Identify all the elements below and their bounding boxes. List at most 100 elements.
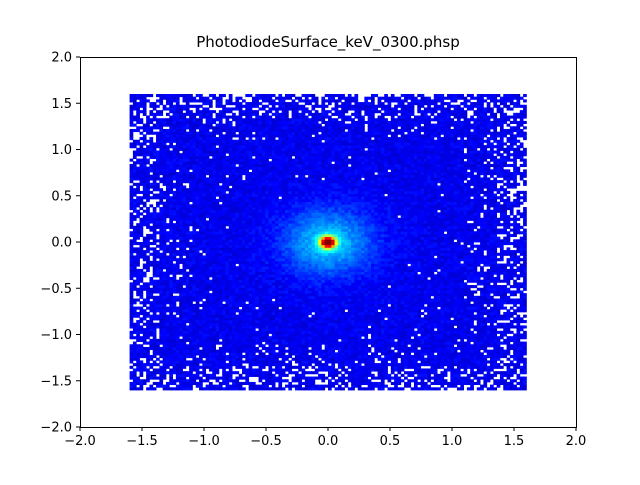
heatmap-bin [189, 285, 193, 289]
heatmap-bin [195, 209, 200, 213]
heatmap-bin [165, 112, 170, 116]
heatmap-bin [288, 301, 293, 305]
heatmap-bin [146, 255, 150, 259]
heatmap-bin [142, 220, 147, 224]
heatmap-bin [228, 128, 233, 133]
heatmap-bin [278, 215, 283, 219]
heatmap-bin [165, 209, 170, 213]
heatmap-bin [136, 349, 140, 353]
heatmap-bin [182, 287, 187, 291]
heatmap-bin [199, 180, 203, 184]
heatmap-bin [238, 185, 243, 189]
heatmap-bin [271, 188, 276, 192]
heatmap-bin [149, 295, 154, 299]
heatmap-bin [215, 118, 220, 122]
heatmap-bin [165, 293, 170, 297]
heatmap-bin [285, 290, 289, 294]
heatmap-bin [139, 96, 144, 100]
heatmap-bin [156, 196, 160, 200]
heatmap-bin [235, 104, 240, 108]
heatmap-bin [291, 112, 296, 116]
heatmap-bin [222, 177, 226, 181]
heatmap-bin [258, 207, 263, 211]
heatmap-bin [195, 344, 200, 348]
heatmap-bin [169, 387, 173, 391]
heatmap-bin [228, 268, 233, 272]
heatmap-bin [199, 163, 203, 168]
heatmap-bin [132, 207, 137, 211]
heatmap-bin [288, 303, 293, 307]
heatmap-bin [169, 225, 173, 229]
heatmap-bin [132, 236, 137, 240]
heatmap-bin [242, 376, 246, 380]
heatmap-bin [182, 293, 187, 297]
heatmap-bin [205, 153, 210, 157]
heatmap-bin [281, 134, 286, 138]
heatmap-bin [149, 112, 154, 116]
heatmap-bin [271, 158, 276, 162]
heatmap-bin [172, 126, 177, 130]
heatmap-bin [222, 169, 226, 173]
heatmap-bin [159, 258, 164, 262]
heatmap-bin [165, 344, 170, 348]
heatmap-bin [242, 231, 246, 235]
heatmap-bin [278, 207, 283, 211]
heatmap-bin [142, 153, 147, 157]
heatmap-bin [255, 311, 259, 316]
heatmap-bin [132, 118, 137, 122]
heatmap-bin [208, 163, 213, 168]
heatmap-bin [142, 311, 147, 316]
heatmap-bin [258, 371, 263, 375]
heatmap-bin [165, 163, 170, 168]
heatmap-bin [245, 158, 250, 162]
heatmap-bin [245, 115, 250, 119]
heatmap-bin [225, 282, 230, 286]
heatmap-bin [294, 258, 299, 262]
heatmap-bin [185, 215, 190, 219]
heatmap-bin [175, 287, 180, 291]
heatmap-bin [291, 333, 296, 337]
heatmap-bin [228, 330, 233, 334]
heatmap-bin [195, 161, 200, 165]
heatmap-bin [248, 298, 253, 302]
heatmap-bin [222, 365, 226, 369]
heatmap-bin [142, 204, 147, 208]
heatmap-bin [251, 217, 256, 221]
heatmap-bin [179, 110, 183, 114]
heatmap-bin [156, 252, 160, 256]
heatmap-bin [142, 365, 147, 369]
heatmap-bin [199, 266, 203, 270]
heatmap-bin [288, 328, 293, 332]
heatmap-bin [212, 360, 216, 364]
heatmap-bin [149, 102, 154, 106]
heatmap-bin [175, 212, 180, 216]
heatmap-bin [179, 373, 183, 377]
heatmap-bin [132, 368, 137, 372]
heatmap-bin [258, 185, 263, 189]
heatmap-bin [195, 346, 200, 351]
heatmap-bin [288, 147, 293, 151]
heatmap-bin [172, 185, 177, 189]
heatmap-bin [159, 306, 164, 310]
heatmap-bin [281, 161, 286, 165]
heatmap-bin [212, 373, 216, 377]
heatmap-bin [258, 368, 263, 372]
heatmap-bin [162, 349, 167, 353]
heatmap-bin [271, 333, 276, 337]
heatmap-bin [159, 352, 164, 356]
heatmap-bin [162, 193, 167, 197]
heatmap-bin [205, 346, 210, 351]
heatmap-bin [271, 201, 276, 205]
heatmap-bin [189, 204, 193, 208]
heatmap-bin [294, 134, 299, 138]
heatmap-bin [268, 271, 273, 275]
heatmap-bin [202, 177, 207, 181]
heatmap-bin [175, 166, 180, 170]
heatmap-bin [159, 198, 164, 203]
heatmap-bin [136, 247, 140, 251]
heatmap-bin [179, 306, 183, 310]
heatmap-bin [248, 336, 253, 340]
heatmap-bin [162, 172, 167, 176]
heatmap-bin [179, 190, 183, 194]
heatmap-bin [202, 142, 207, 146]
